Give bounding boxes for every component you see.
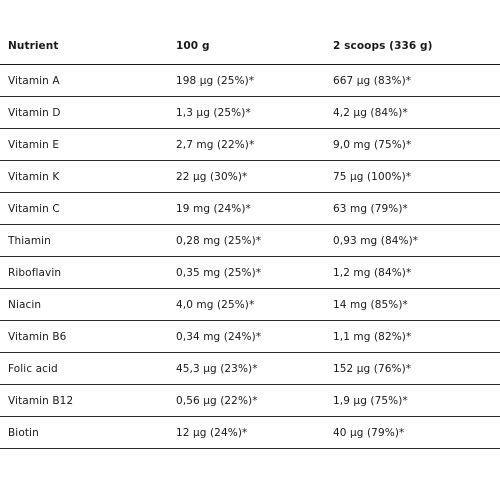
value-per-100g: 0,34 mg (24%)* bbox=[176, 330, 262, 343]
value-per-serving: 40 µg (79%)* bbox=[333, 426, 405, 439]
value-per-100g: 2,7 mg (22%)* bbox=[176, 138, 255, 151]
table-row: Thiamin 0,28 mg (25%)* 0,93 mg (84%)* bbox=[0, 225, 500, 257]
value-per-100g: 4,0 mg (25%)* bbox=[176, 298, 255, 311]
header-per-serving: 2 scoops (336 g) bbox=[333, 39, 433, 52]
value-per-serving: 152 µg (76%)* bbox=[333, 362, 412, 375]
table-row: Folic acid 45,3 µg (23%)* 152 µg (76%)* bbox=[0, 353, 500, 385]
nutrient-name: Vitamin B6 bbox=[8, 330, 67, 343]
table-row: Niacin 4,0 mg (25%)* 14 mg (85%)* bbox=[0, 289, 500, 321]
value-per-serving: 63 mg (79%)* bbox=[333, 202, 408, 215]
table-row: Biotin 12 µg (24%)* 40 µg (79%)* bbox=[0, 417, 500, 449]
value-per-serving: 14 mg (85%)* bbox=[333, 298, 408, 311]
value-per-100g: 0,56 µg (22%)* bbox=[176, 394, 258, 407]
value-per-100g: 45,3 µg (23%)* bbox=[176, 362, 258, 375]
table-row: Vitamin D 1,3 µg (25%)* 4,2 µg (84%)* bbox=[0, 97, 500, 129]
value-per-100g: 0,28 mg (25%)* bbox=[176, 234, 262, 247]
value-per-serving: 1,1 mg (82%)* bbox=[333, 330, 412, 343]
nutrient-name: Vitamin E bbox=[8, 138, 60, 151]
table-row: Vitamin A 198 µg (25%)* 667 µg (83%)* bbox=[0, 65, 500, 97]
header-nutrient: Nutrient bbox=[8, 39, 59, 52]
table-row: Vitamin B12 0,56 µg (22%)* 1,9 µg (75%)* bbox=[0, 385, 500, 417]
nutrient-name: Vitamin K bbox=[8, 170, 60, 183]
nutrient-name: Riboflavin bbox=[8, 266, 62, 279]
value-per-100g: 0,35 mg (25%)* bbox=[176, 266, 262, 279]
table-row: Vitamin C 19 mg (24%)* 63 mg (79%)* bbox=[0, 193, 500, 225]
value-per-100g: 12 µg (24%)* bbox=[176, 426, 248, 439]
nutrient-name: Biotin bbox=[8, 426, 39, 439]
value-per-serving: 4,2 µg (84%)* bbox=[333, 106, 408, 119]
nutrition-table: Nutrient 100 g 2 scoops (336 g) Vitamin … bbox=[0, 31, 500, 449]
value-per-serving: 75 µg (100%)* bbox=[333, 170, 412, 183]
table-row: Riboflavin 0,35 mg (25%)* 1,2 mg (84%)* bbox=[0, 257, 500, 289]
table-row: Vitamin K 22 µg (30%)* 75 µg (100%)* bbox=[0, 161, 500, 193]
nutrient-name: Vitamin D bbox=[8, 106, 61, 119]
value-per-100g: 1,3 µg (25%)* bbox=[176, 106, 251, 119]
nutrient-name: Thiamin bbox=[8, 234, 51, 247]
table-row: Vitamin E 2,7 mg (22%)* 9,0 mg (75%)* bbox=[0, 129, 500, 161]
value-per-serving: 0,93 mg (84%)* bbox=[333, 234, 419, 247]
value-per-100g: 19 mg (24%)* bbox=[176, 202, 251, 215]
value-per-serving: 667 µg (83%)* bbox=[333, 74, 412, 87]
nutrient-name: Vitamin C bbox=[8, 202, 60, 215]
value-per-100g: 22 µg (30%)* bbox=[176, 170, 248, 183]
value-per-serving: 1,2 mg (84%)* bbox=[333, 266, 412, 279]
table-header-row: Nutrient 100 g 2 scoops (336 g) bbox=[0, 31, 500, 65]
nutrient-name: Vitamin B12 bbox=[8, 394, 74, 407]
value-per-serving: 9,0 mg (75%)* bbox=[333, 138, 412, 151]
value-per-100g: 198 µg (25%)* bbox=[176, 74, 255, 87]
value-per-serving: 1,9 µg (75%)* bbox=[333, 394, 408, 407]
table-row: Vitamin B6 0,34 mg (24%)* 1,1 mg (82%)* bbox=[0, 321, 500, 353]
nutrient-name: Niacin bbox=[8, 298, 42, 311]
nutrient-name: Vitamin A bbox=[8, 74, 60, 87]
header-per-100g: 100 g bbox=[176, 39, 210, 52]
nutrient-name: Folic acid bbox=[8, 362, 58, 375]
